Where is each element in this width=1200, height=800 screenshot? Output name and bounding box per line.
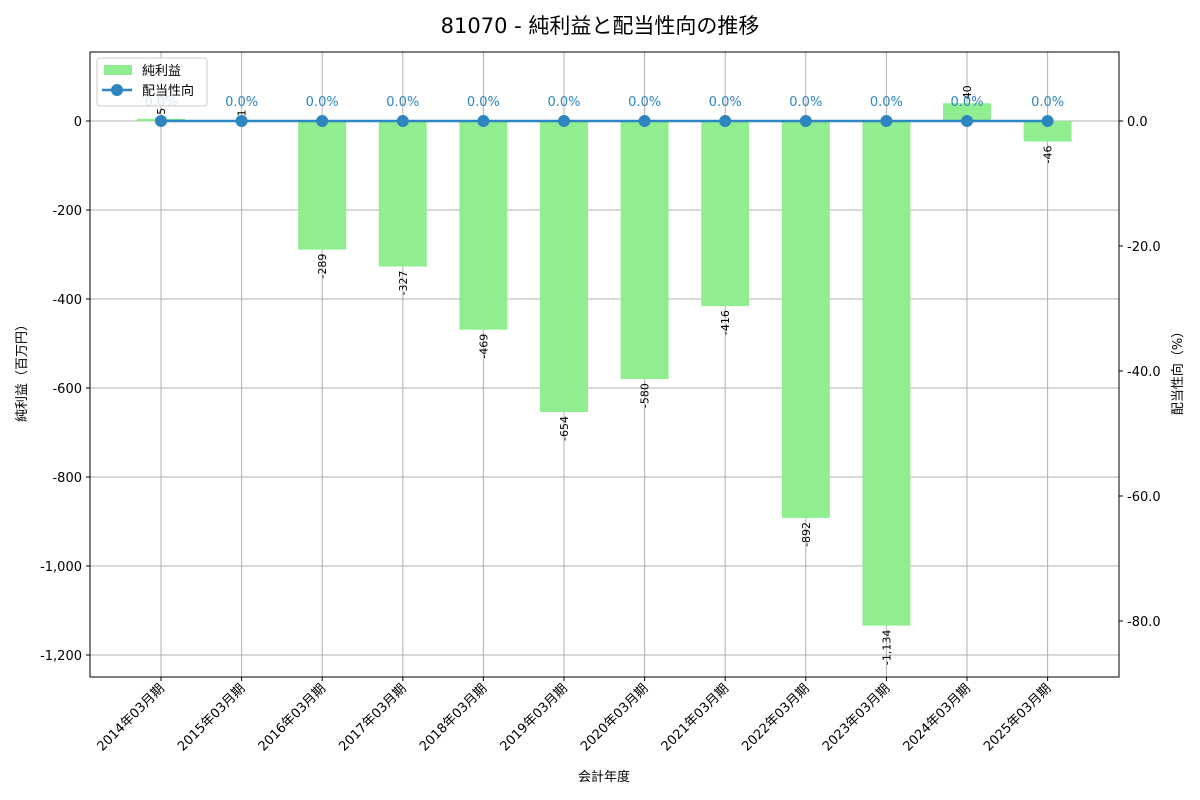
payout-marker	[155, 115, 167, 127]
y-tick-label: -800	[52, 471, 82, 486]
payout-marker	[235, 115, 248, 127]
chart-title: 81070 - 純利益と配当性向の推移	[440, 14, 760, 38]
x-tick-label: 2024年03月期	[901, 681, 974, 754]
payout-marker	[1041, 115, 1054, 127]
x-tick-label: 2023年03月期	[820, 681, 893, 754]
bar	[701, 121, 750, 307]
payout-marker	[719, 115, 732, 127]
bar-value-label: 40	[961, 85, 974, 99]
bar	[540, 121, 588, 413]
y2-tick-label: -40.0	[1127, 365, 1161, 380]
bar	[781, 121, 830, 518]
bar-value-label: -327	[397, 271, 410, 296]
payout-marker	[477, 115, 490, 127]
bar	[378, 121, 427, 267]
bar-value-label: -289	[316, 254, 329, 279]
x-axis-label: 会計年度	[578, 769, 630, 785]
bar	[620, 121, 669, 380]
bar	[298, 121, 347, 250]
bar	[1023, 121, 1072, 142]
payout-marker	[638, 115, 651, 127]
bar-value-label: -46	[1042, 145, 1055, 163]
y-tick-label: -200	[52, 204, 82, 219]
y2-tick-label: -20.0	[1127, 240, 1161, 255]
legend-bar-swatch	[104, 65, 132, 75]
payout-marker	[880, 115, 893, 127]
bar-value-label: -469	[477, 334, 490, 359]
legend-line-label: 配当性向	[142, 83, 194, 99]
x-tick-label: 2019年03月期	[498, 681, 571, 754]
payout-label: 0.0%	[467, 95, 500, 110]
payout-label: 0.0%	[306, 95, 339, 110]
x-tick-label: 2020年03月期	[578, 681, 651, 754]
bar-value-label: -654	[558, 416, 571, 441]
x-tick-label: 2016年03月期	[256, 681, 329, 754]
bar-value-label: -416	[719, 310, 732, 335]
x-tick-label: 2017年03月期	[336, 681, 409, 754]
x-tick-label: 2021年03月期	[659, 681, 732, 754]
payout-label: 0.0%	[225, 95, 258, 110]
payout-marker	[961, 115, 973, 127]
payout-label: 0.0%	[950, 95, 983, 110]
y-tick-label: -1,000	[40, 560, 82, 575]
x-tick-label: 2014年03月期	[95, 681, 168, 754]
y-axis-label: 純利益（百万円）	[15, 318, 30, 422]
y2-axis-label: 配当性向（%）	[1170, 325, 1186, 415]
bar	[862, 121, 911, 626]
bar-value-label: 5	[155, 108, 168, 115]
y-tick-label: -400	[52, 293, 82, 308]
payout-marker	[558, 115, 570, 127]
x-tick-label: 2015年03月期	[175, 681, 248, 754]
y-tick-label: -1,200	[40, 649, 82, 664]
bar-value-label: -1,134	[880, 630, 893, 665]
legend-line-marker	[111, 84, 123, 96]
payout-label: 0.0%	[547, 95, 580, 110]
payout-label: 0.0%	[709, 95, 742, 110]
y2-tick-label: -80.0	[1127, 615, 1161, 630]
x-tick-label: 2022年03月期	[739, 681, 812, 754]
bar	[943, 103, 991, 121]
payout-label: 0.0%	[386, 95, 419, 110]
x-tick-label: 2025年03月期	[981, 681, 1054, 754]
bar-value-label: -580	[639, 383, 652, 408]
payout-label: 0.0%	[870, 95, 903, 110]
plot-frame	[89, 51, 1120, 678]
x-tick-label: 2018年03月期	[417, 681, 490, 754]
bar	[459, 121, 508, 330]
y2-tick-label: -60.0	[1127, 490, 1161, 505]
payout-label: 0.0%	[628, 95, 661, 110]
payout-marker	[316, 115, 329, 127]
y-tick-label: 0	[74, 115, 82, 130]
bar-value-label: 1	[236, 110, 249, 117]
bar-value-label: -892	[800, 522, 813, 547]
y2-tick-label: 0.0	[1127, 115, 1148, 130]
payout-marker	[799, 115, 812, 127]
y-tick-label: -600	[52, 382, 82, 397]
payout-label: 0.0%	[789, 95, 822, 110]
payout-label: 0.0%	[1031, 95, 1064, 110]
payout-marker	[396, 115, 409, 127]
legend-bar-label: 純利益	[142, 64, 181, 79]
